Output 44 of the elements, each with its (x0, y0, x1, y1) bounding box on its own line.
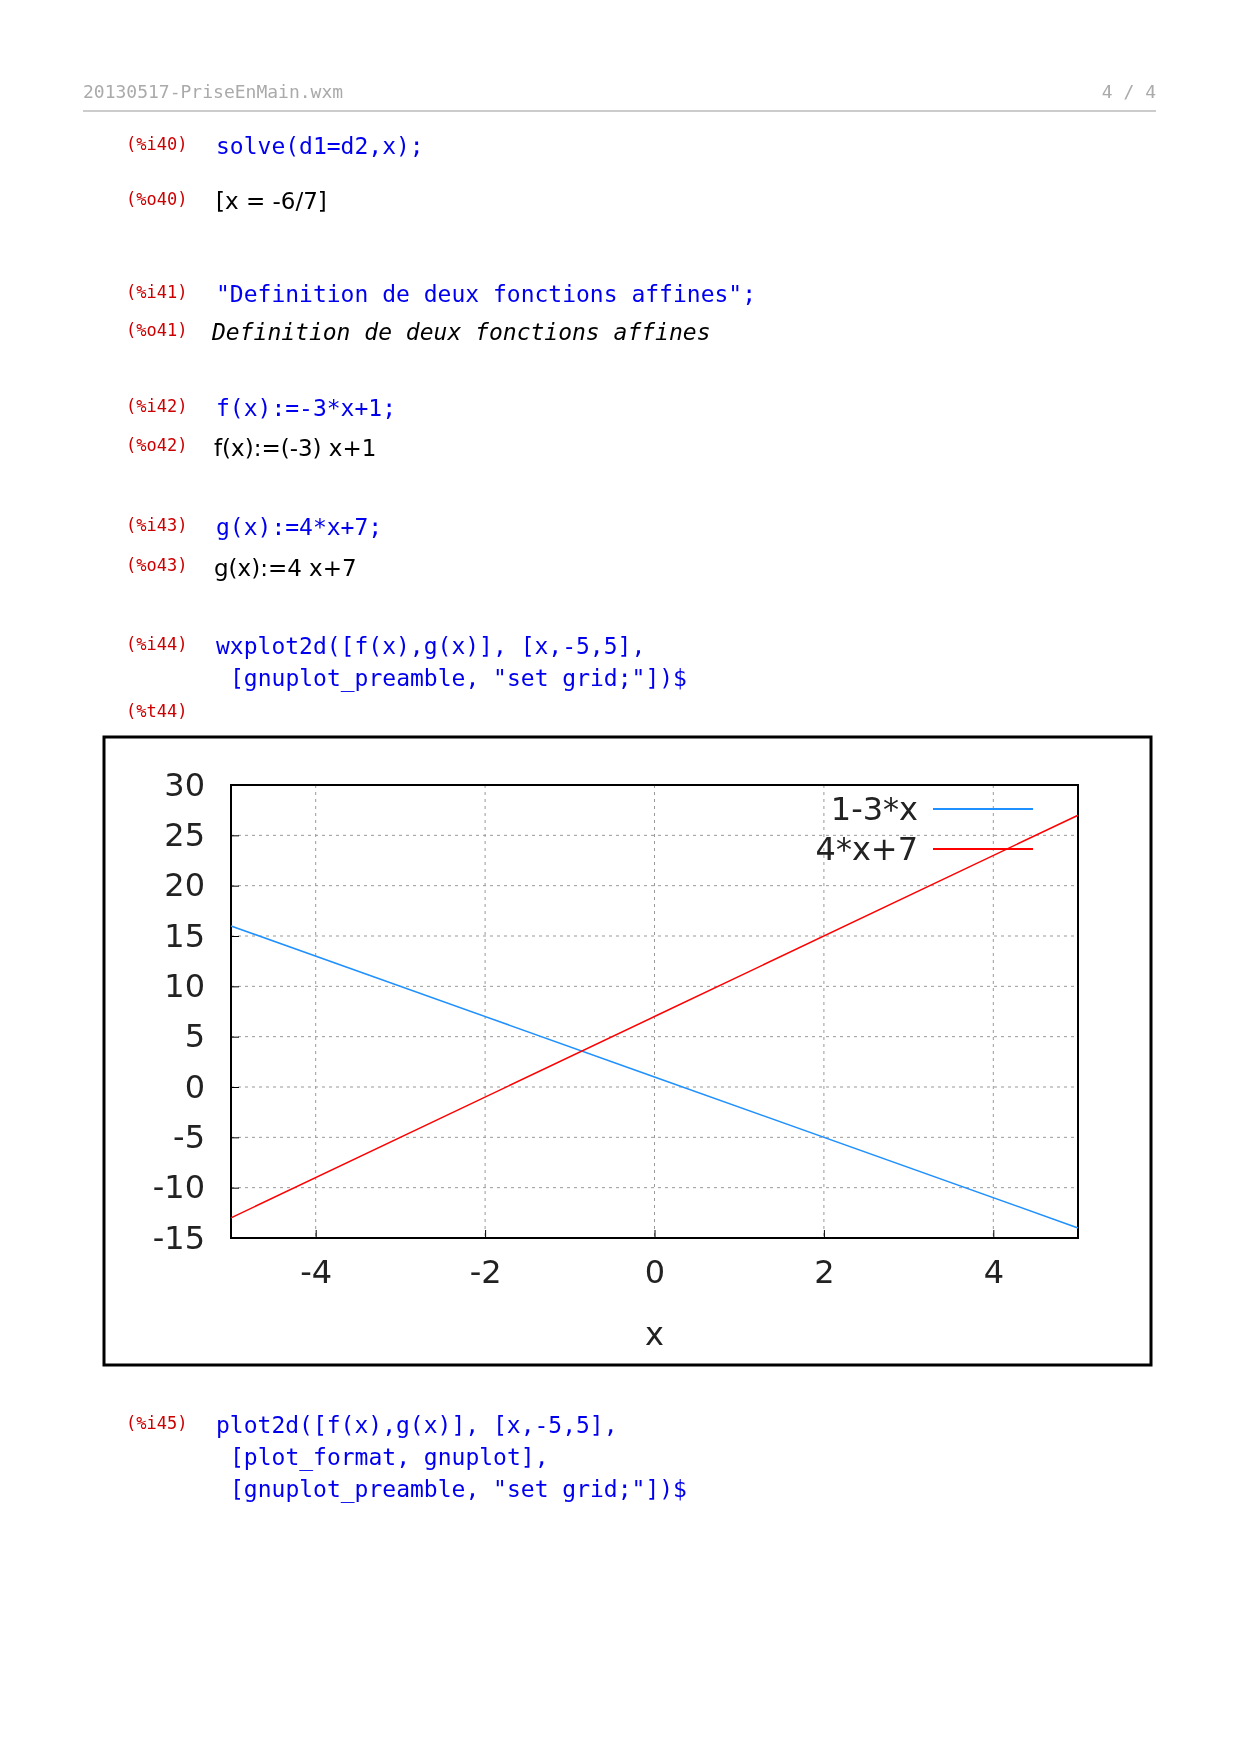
text: (%i42) (126, 396, 188, 416)
text: 20130517-PriseEnMain.wxm (83, 81, 344, 102)
text: [plot_format, gnuplot], (230, 1444, 549, 1471)
text: (%o43) (126, 555, 188, 575)
y-tick-label: 20 (164, 866, 205, 905)
text: [gnuplot_preamble, "set grid;"])$ (230, 665, 687, 692)
text: f(x):=(-3) x+1 (214, 435, 377, 461)
x-axis-title: x (645, 1315, 664, 1353)
y-tick-label: 5 (184, 1017, 205, 1056)
x-tick-label: 0 (644, 1252, 666, 1291)
text: Definition de deux fonctions affines (211, 319, 711, 345)
text: 4 / 4 (1101, 81, 1156, 102)
y-tick-label: 30 (164, 765, 205, 804)
y-tick-label: -5 (173, 1118, 205, 1157)
y-tick-label: 10 (164, 967, 205, 1006)
text: g(x):=4 x+7 (214, 555, 357, 581)
text: solve(d1=d2,x); (216, 133, 424, 159)
legend-label: 4*x+7 (815, 830, 918, 868)
text: wxplot2d([f(x),g(x)], [x,-5,5], (216, 633, 646, 659)
text: (%t44) (126, 701, 188, 721)
x-tick-label: 2 (814, 1252, 835, 1291)
text: "Definition de deux fonctions affines"; (216, 281, 757, 307)
text: (%i44) (126, 634, 188, 654)
x-tick-label: -2 (469, 1252, 502, 1291)
text: (%i41) (126, 282, 188, 302)
text: (%i40) (126, 134, 188, 154)
text: (%o40) (126, 189, 188, 209)
legend-label: 1-3*x (830, 790, 918, 828)
text: (%i43) (126, 515, 188, 535)
y-tick-label: 0 (184, 1067, 205, 1106)
text: [gnuplot_preamble, "set grid;"])$ (230, 1476, 687, 1503)
text: (%i45) (126, 1413, 188, 1433)
text: [x = -6/7] (216, 188, 327, 214)
y-tick-label: 15 (164, 916, 205, 955)
text: g(x):=4*x+7; (216, 514, 383, 540)
y-tick-label: -10 (152, 1168, 205, 1207)
y-tick-label: -15 (152, 1218, 205, 1257)
text: (%o41) (126, 320, 188, 340)
x-tick-label: -4 (300, 1252, 333, 1291)
text: plot2d([f(x),g(x)], [x,-5,5], (216, 1412, 618, 1438)
x-tick-label: 4 (983, 1252, 1004, 1291)
text: (%o42) (126, 435, 188, 455)
text: f(x):=-3*x+1; (216, 395, 397, 421)
y-tick-label: 25 (164, 816, 205, 855)
